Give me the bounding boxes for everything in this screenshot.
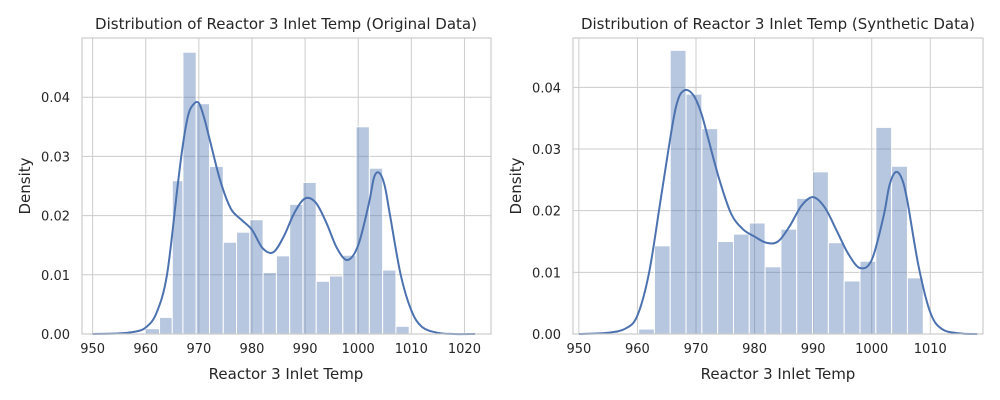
y-tick-label: 0.01 <box>532 266 561 281</box>
kde-curve <box>578 88 978 335</box>
histogram-bar <box>748 222 766 335</box>
histogram-bar <box>159 316 173 335</box>
x-tick-labels: 950 960 970 980 990 1000 1010 1020 <box>80 342 481 357</box>
histogram-bar <box>796 197 814 335</box>
histogram-bar <box>208 165 224 335</box>
histogram-bar <box>262 271 277 335</box>
histogram-bar <box>732 233 750 335</box>
histogram-bar <box>236 231 251 335</box>
histogram-bar <box>315 280 331 335</box>
histogram-bar <box>780 228 798 335</box>
histogram-bars <box>638 49 924 335</box>
plot-area <box>82 38 491 334</box>
histogram-bar <box>144 328 161 335</box>
plot-frame <box>81 37 492 335</box>
histogram-bar <box>827 242 845 335</box>
y-tick-label: 0.01 <box>41 269 70 284</box>
plot-frame <box>572 37 984 335</box>
y-tick-labels: 0.00 0.01 0.02 0.03 0.04 <box>41 91 70 343</box>
x-axis-title: Reactor 3 Inlet Temp <box>209 365 364 383</box>
x-tick-label: 970 <box>684 342 709 357</box>
histogram-bar <box>302 181 317 335</box>
x-tick-label: 1010 <box>914 342 947 357</box>
histogram-bar <box>685 93 703 335</box>
histogram-bar <box>182 51 197 335</box>
chart-title: Distribution of Reactor 3 Inlet Temp (Sy… <box>581 15 975 33</box>
x-tick-label: 990 <box>293 342 318 357</box>
y-tick-label: 0.02 <box>532 205 561 220</box>
kde-curve <box>92 100 476 336</box>
y-tick-label: 0.02 <box>41 210 70 225</box>
y-tick-label: 0.00 <box>41 328 70 343</box>
y-axis-title: Density <box>16 157 34 214</box>
x-tick-label: 990 <box>801 342 826 357</box>
histogram-bar <box>171 180 184 335</box>
histogram-bar <box>638 328 655 335</box>
histogram-bar <box>717 241 734 335</box>
chart-original: Distribution of Reactor 3 Inlet Temp (Or… <box>16 15 492 383</box>
x-tick-label: 1010 <box>395 342 428 357</box>
grid-lines <box>573 38 983 335</box>
histogram-bar <box>329 275 344 335</box>
histogram-bar <box>669 49 687 335</box>
y-tick-label: 0.04 <box>41 91 70 106</box>
histogram-bar <box>382 269 397 335</box>
x-tick-label: 970 <box>186 342 211 357</box>
x-tick-label: 950 <box>566 342 591 357</box>
y-tick-labels: 0.00 0.01 0.02 0.03 0.04 <box>532 81 561 343</box>
x-tick-label: 1020 <box>448 342 481 357</box>
histogram-bar <box>653 245 671 335</box>
histogram-bar <box>701 128 719 335</box>
x-tick-labels: 950 960 970 980 990 1000 1010 <box>566 342 946 357</box>
histogram-bar <box>812 171 829 335</box>
y-tick-label: 0.00 <box>532 328 561 343</box>
histogram-bar <box>289 203 304 335</box>
x-tick-label: 1000 <box>342 342 375 357</box>
histogram-bar <box>859 260 877 335</box>
histogram-bar <box>342 254 357 335</box>
x-tick-label: 1000 <box>855 342 888 357</box>
histogram-bar <box>843 280 861 335</box>
histogram-bar <box>875 126 893 335</box>
histogram-bar <box>275 255 291 335</box>
histogram-bar <box>395 325 410 335</box>
chart-title: Distribution of Reactor 3 Inlet Temp (Or… <box>95 15 477 33</box>
y-tick-label: 0.03 <box>532 143 561 158</box>
x-tick-label: 960 <box>625 342 650 357</box>
y-tick-label: 0.03 <box>41 150 70 165</box>
x-axis-title: Reactor 3 Inlet Temp <box>701 365 856 383</box>
histogram-bar <box>195 103 210 335</box>
chart-synthetic: Distribution of Reactor 3 Inlet Temp (Sy… <box>507 15 984 383</box>
histogram-bar <box>764 266 782 335</box>
y-axis-title: Density <box>507 157 525 214</box>
histogram-bar <box>222 241 238 335</box>
histogram-bar <box>906 277 924 335</box>
x-tick-label: 980 <box>742 342 767 357</box>
x-tick-label: 980 <box>240 342 265 357</box>
x-tick-label: 950 <box>80 342 105 357</box>
x-tick-label: 960 <box>133 342 158 357</box>
y-tick-label: 0.04 <box>532 81 561 96</box>
